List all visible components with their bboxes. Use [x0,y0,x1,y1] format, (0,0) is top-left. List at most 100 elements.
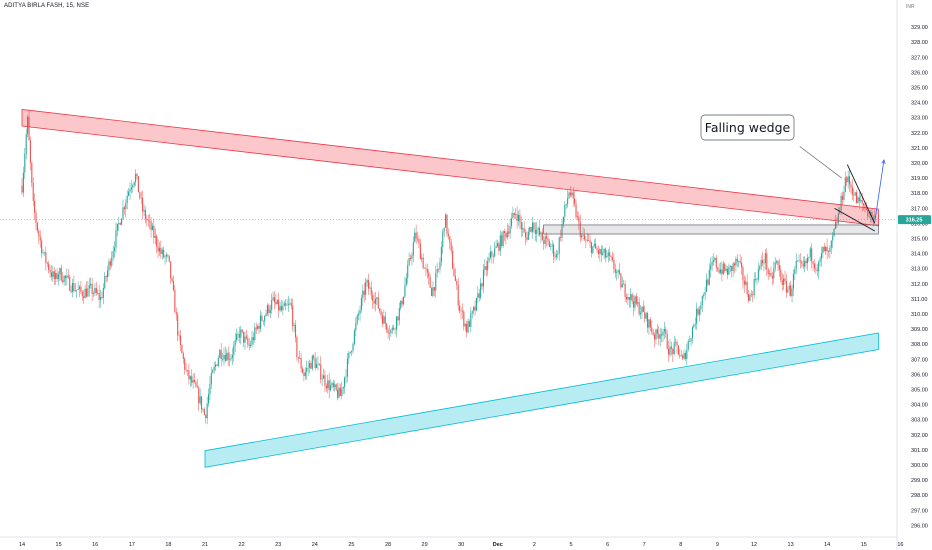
candle-body [658,333,660,339]
candle-body [724,263,726,271]
candle-body [466,324,468,333]
candle-body [206,403,208,419]
candle-body [345,376,347,378]
candle-body [98,292,100,300]
y-tick-label: 312.00 [911,282,928,288]
candle-body [740,262,743,268]
candle-body [487,261,489,271]
candle-body [310,363,312,369]
candle-body [393,327,395,330]
candle-body [872,217,874,220]
candle-body [186,370,189,371]
candle-body [795,260,797,270]
candle-body [266,305,269,314]
candle-body [422,257,424,268]
candle-body [652,332,654,335]
candle-body [540,232,542,235]
candle-body [418,238,420,244]
candle-body [323,375,325,379]
candle-body [287,303,290,305]
candle-body [377,297,379,309]
candle-body [22,172,24,193]
candle-body [38,230,40,237]
candle-body [749,294,751,301]
candle-body [199,396,201,404]
candle-body [557,253,559,255]
candle-body [226,352,228,361]
candle-body [372,295,374,302]
candle-body [710,265,712,270]
candle-body [105,276,107,278]
candle-body [304,371,306,377]
candle-body [770,272,772,276]
candle-body [365,282,367,295]
candle-body [477,293,479,298]
candle-body [308,363,311,368]
candle-body [868,215,870,217]
candle-body [49,269,51,273]
candle-body [735,258,737,266]
x-tick-label: 23 [275,542,281,548]
candle-body [292,305,294,326]
candle-body [60,268,62,281]
candle-body [645,313,647,319]
candle-body [830,240,832,248]
candle-body [581,235,583,238]
candle-body [231,355,233,358]
candle-body [85,288,88,297]
y-tick-label: 309.00 [911,327,928,333]
candle-body [432,287,434,296]
y-tick-label: 321.00 [911,146,928,152]
candle-body [156,235,158,247]
candle-body [237,333,239,335]
candle-body [149,220,151,222]
symbol-title: ADITYA BIRLA FASH, 15, NSE [4,3,90,9]
candle-body [783,278,785,285]
candle-body [809,248,811,258]
candle-body [327,380,329,389]
candle-body [757,269,759,280]
candle-body [683,353,685,359]
candle-body [673,342,675,354]
candle-body [547,238,549,242]
candle-body [140,197,142,199]
candle-body [649,319,651,328]
candle-body [819,258,821,262]
x-tick-label: 18 [165,542,171,548]
candle-body [64,275,67,279]
candle-body [755,279,757,280]
candle-body [589,240,591,243]
candle-body [191,376,193,383]
candle-body [50,272,53,277]
candle-body [641,306,643,313]
candle-body [63,275,65,282]
candle-body [785,280,787,293]
candle-body [374,298,377,304]
candle-body [485,266,487,271]
candle-body [250,344,252,347]
candle-body [52,271,54,277]
y-tick-label: 326.00 [911,70,928,76]
candle-body [599,249,601,254]
candle-body [293,324,295,326]
candle-body [348,352,350,359]
candle-body [178,335,180,336]
candle-body [454,276,456,282]
candle-body [139,192,141,198]
candle-body [300,357,302,369]
candle-body [553,244,555,257]
y-tick-label: 307.00 [911,357,928,363]
candle-body [136,173,138,177]
candle-body [767,269,769,275]
candle-body [273,297,276,303]
candle-body [88,285,90,289]
candle-body [283,303,285,307]
y-tick-label: 329.00 [911,25,928,31]
candle-body [442,231,444,247]
candle-body [216,364,218,366]
candle-body [659,334,661,339]
candle-body [203,409,205,415]
candle-body [268,305,270,314]
candle-body [822,246,824,254]
